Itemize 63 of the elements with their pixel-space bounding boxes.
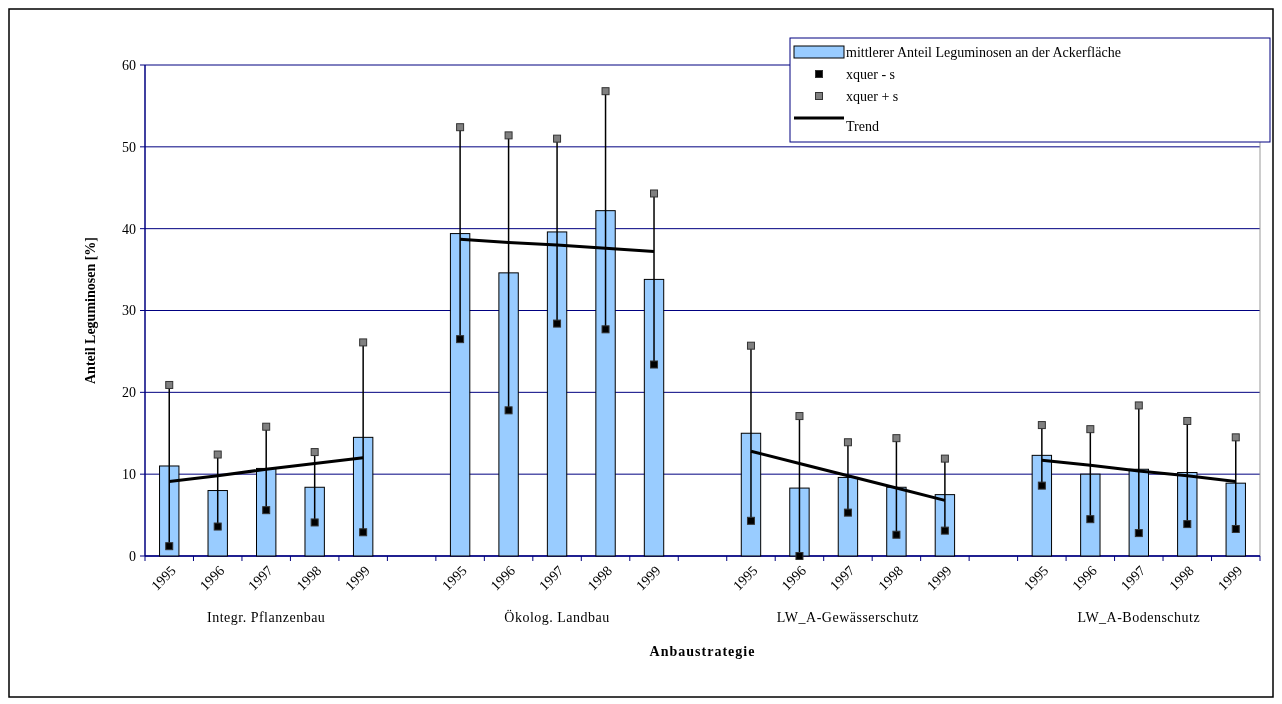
- point: [746, 341, 755, 350]
- text: LW_A-Gewässerschutz: [776, 610, 920, 625]
- point: [1134, 529, 1143, 538]
- point: [1183, 416, 1192, 425]
- point: [650, 189, 659, 198]
- point: [213, 450, 222, 459]
- legend-label: mittlerer Anteil Leguminosen an der Ackerfläche: [846, 44, 1121, 60]
- point: [1231, 525, 1240, 533]
- point: [746, 516, 755, 525]
- bar: [1080, 473, 1101, 557]
- point: [601, 325, 610, 334]
- y-tick-label: 10: [122, 467, 136, 483]
- bar: [207, 490, 228, 557]
- x-axis-title: Anbaustrategie: [649, 644, 756, 659]
- text: Integr. Pflanzenbau: [207, 610, 326, 625]
- point: [359, 528, 368, 537]
- point: [1086, 515, 1095, 524]
- y-tick-label: 30: [122, 303, 136, 319]
- point: [504, 406, 513, 415]
- point: [940, 454, 949, 463]
- point: [892, 530, 901, 539]
- point: [1037, 421, 1046, 430]
- point: [843, 508, 852, 517]
- point: [553, 319, 562, 328]
- point: [601, 87, 610, 96]
- point: [1134, 401, 1143, 410]
- bar: [643, 278, 665, 557]
- bar: [789, 487, 810, 557]
- point: [795, 552, 804, 560]
- y-axis-title: Anteil Leguminosen [%]: [83, 237, 98, 384]
- bar: [498, 272, 519, 557]
- bar: [304, 486, 325, 557]
- legend-label: Trend: [846, 118, 879, 134]
- point: [310, 518, 319, 527]
- y-tick-label: 0: [129, 548, 136, 564]
- point: [262, 506, 271, 515]
- point: [1231, 433, 1240, 442]
- point: [456, 335, 465, 344]
- point: [359, 338, 368, 347]
- point: [892, 434, 901, 443]
- point: [650, 360, 659, 369]
- point: [504, 131, 513, 140]
- text: Ökolog. Landbau: [504, 609, 610, 625]
- point: [165, 542, 174, 551]
- y-tick-label: 50: [122, 139, 136, 155]
- y-tick-label: 40: [122, 221, 136, 237]
- legend-label: xquer + s: [846, 88, 899, 104]
- point: [795, 412, 804, 421]
- point: [262, 422, 271, 431]
- point: [1086, 425, 1095, 434]
- text: LW_A-Bodenschutz: [1077, 610, 1201, 625]
- point: [165, 380, 174, 389]
- point: [1037, 481, 1046, 490]
- point: [456, 123, 465, 132]
- point: [213, 522, 222, 531]
- point: [1183, 520, 1192, 529]
- y-tick-label: 60: [122, 57, 136, 73]
- point: [940, 526, 949, 535]
- point: [553, 134, 562, 143]
- y-tick-label: 20: [122, 385, 136, 401]
- point: [843, 438, 852, 447]
- point: [310, 448, 319, 457]
- legend-label: xquer - s: [846, 66, 895, 82]
